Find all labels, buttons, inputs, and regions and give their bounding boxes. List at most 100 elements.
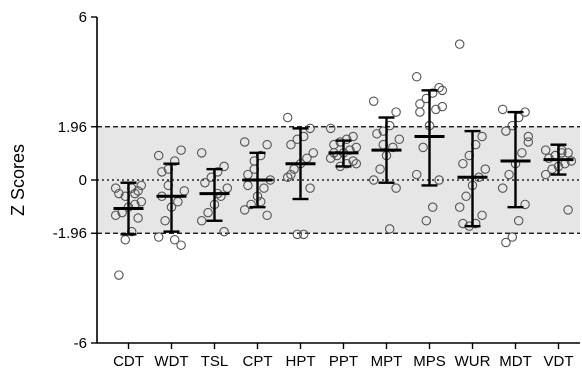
data-point-vdt bbox=[563, 205, 573, 215]
data-point-tsl bbox=[219, 161, 229, 172]
data-point-mps bbox=[418, 142, 428, 153]
data-point-mdt bbox=[504, 169, 514, 180]
data-point-mpt bbox=[375, 164, 385, 174]
data-point-wur bbox=[480, 164, 491, 174]
data-point-tsl bbox=[196, 148, 207, 158]
data-point-mps bbox=[421, 216, 432, 226]
data-point-wdt bbox=[169, 235, 180, 245]
y-tick-label: 6 bbox=[79, 9, 87, 26]
x-tick-label-vdt: VDT bbox=[544, 353, 574, 370]
data-point-mps bbox=[434, 175, 444, 185]
data-point-wur bbox=[454, 202, 465, 212]
data-point-mdt bbox=[501, 237, 511, 248]
data-point-cdt bbox=[114, 188, 124, 199]
data-point-cdt bbox=[110, 183, 121, 193]
data-point-vdt bbox=[563, 148, 573, 158]
summary-bars-layer bbox=[113, 89, 574, 236]
data-point-hpt bbox=[286, 169, 296, 180]
x-tick-label-cdt: CDT bbox=[113, 353, 144, 370]
data-point-hpt bbox=[282, 172, 293, 183]
data-point-vdt bbox=[540, 169, 551, 180]
data-point-mdt bbox=[523, 131, 534, 142]
data-point-ppt bbox=[351, 158, 362, 169]
y-tick-label: -1.96 bbox=[53, 225, 87, 242]
data-point-ppt bbox=[348, 131, 358, 142]
data-point-mps bbox=[427, 202, 438, 212]
data-point-cpt bbox=[239, 205, 250, 215]
data-point-mdt bbox=[501, 126, 511, 136]
data-point-wdt bbox=[160, 216, 170, 226]
data-point-cpt bbox=[259, 183, 269, 193]
data-point-cdt bbox=[133, 186, 143, 196]
data-point-mps bbox=[411, 169, 422, 180]
data-point-wur bbox=[454, 39, 465, 49]
data-point-ppt bbox=[325, 123, 336, 134]
data-point-mps bbox=[415, 99, 425, 109]
data-point-cdt bbox=[136, 180, 147, 191]
data-point-wdt bbox=[176, 240, 186, 250]
data-point-tsl bbox=[200, 177, 210, 188]
data-point-wur bbox=[477, 210, 487, 221]
data-point-hpt bbox=[286, 139, 296, 150]
data-point-ppt bbox=[341, 134, 352, 145]
data-point-tsl bbox=[219, 226, 229, 237]
y-tick-label: -6 bbox=[74, 335, 87, 352]
axes-layer bbox=[91, 16, 580, 349]
data-point-wur bbox=[477, 131, 487, 142]
data-point-mpt bbox=[368, 175, 379, 185]
data-point-mpt bbox=[391, 107, 401, 117]
data-point-cdt bbox=[114, 270, 124, 280]
data-point-mdt bbox=[497, 104, 508, 115]
data-point-vdt bbox=[540, 145, 551, 155]
data-point-mpt bbox=[384, 224, 395, 234]
x-tick-label-mps: MPS bbox=[413, 353, 446, 370]
x-tick-label-hpt: HPT bbox=[286, 353, 316, 370]
x-tick-label-tsl: TSL bbox=[201, 353, 229, 370]
data-point-wdt bbox=[153, 150, 164, 161]
data-point-wdt bbox=[169, 156, 180, 166]
data-point-wdt bbox=[153, 232, 164, 242]
data-point-hpt bbox=[308, 148, 319, 158]
data-point-mpt bbox=[368, 96, 379, 106]
data-point-tsl bbox=[196, 216, 207, 226]
y-tick-label: 1.96 bbox=[58, 119, 87, 136]
data-point-wur bbox=[458, 218, 468, 229]
data-point-wdt bbox=[157, 167, 167, 177]
data-point-hpt bbox=[292, 229, 303, 240]
data-point-mps bbox=[437, 85, 448, 96]
data-point-mpt bbox=[394, 134, 405, 145]
data-point-cpt bbox=[262, 139, 272, 150]
x-tick-label-cpt: CPT bbox=[243, 353, 273, 370]
data-point-mdt bbox=[517, 148, 527, 158]
data-point-mps bbox=[411, 72, 422, 82]
data-point-cpt bbox=[262, 210, 272, 221]
data-point-ppt bbox=[348, 156, 358, 166]
data-point-wur bbox=[461, 191, 471, 202]
y-tick-label: 0 bbox=[79, 172, 87, 189]
reference-lines-layer bbox=[97, 126, 580, 234]
data-point-mps bbox=[434, 82, 444, 93]
data-point-mps bbox=[437, 101, 448, 112]
data-point-wdt bbox=[176, 145, 186, 155]
data-point-mps bbox=[415, 107, 425, 117]
x-tick-label-ppt: PPT bbox=[329, 353, 358, 370]
data-point-mdt bbox=[497, 183, 508, 193]
data-point-cdt bbox=[110, 210, 121, 221]
data-point-mdt bbox=[507, 232, 518, 242]
x-tick-label-wdt: WDT bbox=[154, 353, 188, 370]
data-point-cpt bbox=[246, 199, 256, 210]
data-point-tsl bbox=[203, 207, 213, 218]
data-point-cpt bbox=[239, 137, 250, 147]
data-point-hpt bbox=[305, 183, 315, 193]
y-axis-title: Z Scores bbox=[8, 144, 28, 216]
data-point-hpt bbox=[298, 229, 309, 240]
data-point-mpt bbox=[391, 183, 401, 193]
data-point-mps bbox=[431, 104, 441, 115]
x-tick-label-mdt: MDT bbox=[499, 353, 532, 370]
tick-labels-layer: 6 1.96 0 -1.96 -6 CDT WDT TSL CPT HPT PPT MPT MPS WUR… bbox=[53, 9, 574, 370]
data-point-mpt bbox=[372, 129, 382, 139]
data-point-mdt bbox=[520, 199, 530, 210]
data-point-hpt bbox=[282, 112, 293, 123]
data-point-cdt bbox=[136, 196, 147, 207]
